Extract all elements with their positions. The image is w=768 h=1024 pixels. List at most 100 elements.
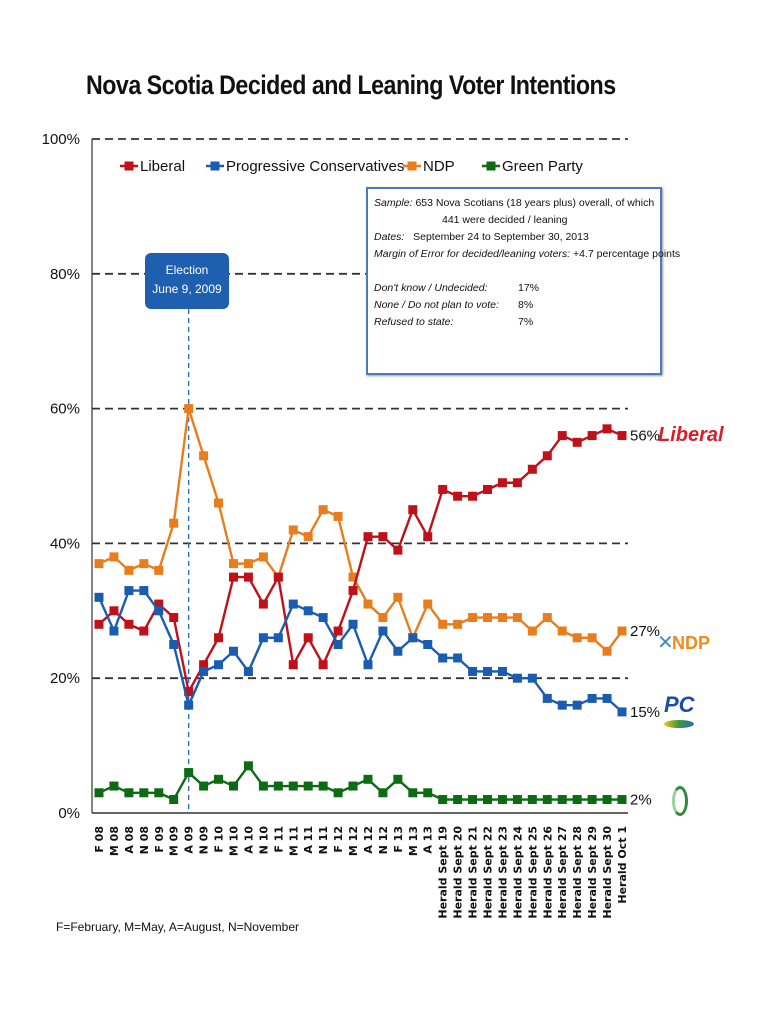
pc-logo: PC <box>664 692 695 717</box>
x-tick-label: N 11 <box>317 826 330 854</box>
data-point <box>169 518 179 528</box>
end-labels: 56% 15% 27% 2% <box>630 428 660 809</box>
y-tick-labels: 0% 20% 40% 60% 80% 100% <box>42 131 80 822</box>
data-point <box>438 795 448 805</box>
series-group <box>94 404 627 805</box>
stat-value: 8% <box>518 299 534 311</box>
end-value-label: 27% <box>630 623 660 640</box>
legend-item-green-party: Green Party <box>482 158 583 175</box>
data-point <box>587 633 597 643</box>
data-point <box>557 795 567 805</box>
data-point <box>497 795 507 805</box>
dates-row: Dates: September 24 to September 30, 201… <box>374 229 654 246</box>
x-tick-label: F 13 <box>392 826 405 853</box>
x-tick-label: Herald Sept 23 <box>496 826 509 919</box>
data-point <box>333 788 343 798</box>
data-point <box>348 586 358 596</box>
data-point <box>258 552 268 562</box>
data-point <box>109 781 119 791</box>
data-point <box>333 626 343 636</box>
legend-label: Liberal <box>140 158 185 175</box>
x-tick-label: Herald Sept 21 <box>467 826 480 919</box>
data-point <box>468 795 478 805</box>
data-point <box>512 795 522 805</box>
data-point <box>139 788 149 798</box>
data-point <box>303 633 313 643</box>
data-point <box>124 586 134 596</box>
data-point <box>214 498 224 508</box>
data-point <box>483 795 493 805</box>
series-line <box>98 763 622 802</box>
chart-title: Nova Scotia Decided and Leaning Voter In… <box>86 70 616 100</box>
x-tick-label: Herald Sept 27 <box>556 826 569 919</box>
data-point <box>228 572 238 582</box>
data-point <box>228 559 238 569</box>
data-point <box>184 687 194 697</box>
data-point <box>572 437 582 447</box>
legend-label: Green Party <box>502 158 583 175</box>
legend-label: Progressive Conservatives <box>226 158 404 175</box>
data-point <box>109 552 119 562</box>
ndp-flag-icon: ✕ <box>657 632 674 654</box>
data-point <box>378 626 388 636</box>
data-point <box>258 599 268 609</box>
x-tick-label: M 11 <box>287 826 300 856</box>
x-tick-label: Herald Sept 22 <box>482 826 495 919</box>
end-value-label: 56% <box>630 428 660 445</box>
data-point <box>318 505 328 515</box>
data-point <box>288 599 298 609</box>
data-point <box>199 781 209 791</box>
footnote: F=February, M=May, A=August, N=November <box>56 920 299 934</box>
legend: Liberal Progressive Conservatives NDP Green… <box>120 158 583 175</box>
data-point <box>497 666 507 676</box>
x-tick-label: Herald Sept 20 <box>452 826 465 919</box>
data-point <box>527 626 537 636</box>
data-point <box>124 788 134 798</box>
x-tick-label: M 12 <box>347 826 360 856</box>
data-point <box>303 532 313 542</box>
data-point <box>378 788 388 798</box>
data-point <box>333 640 343 649</box>
moe-text: +4.7 percentage points <box>573 248 681 260</box>
data-point <box>453 795 463 805</box>
data-point <box>169 613 179 623</box>
data-point <box>587 693 597 703</box>
data-point <box>378 532 388 542</box>
data-point <box>318 613 328 623</box>
data-point <box>363 774 373 784</box>
legend-marker-icon <box>407 161 417 171</box>
data-point <box>453 653 463 663</box>
data-point <box>542 451 552 461</box>
data-point <box>393 646 403 656</box>
data-point <box>602 424 612 434</box>
stat-label: Don't know / Undecided: <box>374 282 488 294</box>
data-point <box>303 781 313 791</box>
sample-row: Sample: 653 Nova Scotians (18 years plus… <box>374 195 654 212</box>
data-point <box>184 768 194 778</box>
data-point <box>243 761 253 771</box>
x-tick-label: M 08 <box>108 826 121 856</box>
legend-marker-icon <box>124 161 134 171</box>
series-line <box>97 589 623 713</box>
data-point <box>393 545 403 555</box>
data-point <box>497 478 507 488</box>
data-point <box>602 693 612 703</box>
data-point <box>199 666 209 676</box>
sample-label: Sample: <box>374 197 413 209</box>
data-point <box>617 707 627 717</box>
data-point <box>453 619 463 629</box>
x-tick-label: N 12 <box>377 826 390 854</box>
data-point <box>109 606 119 616</box>
data-point <box>363 532 373 542</box>
data-point <box>542 613 552 623</box>
x-tick-label: Herald Sept 29 <box>586 826 599 919</box>
x-tick-label: Herald Sept 26 <box>541 826 554 919</box>
data-point <box>527 673 537 683</box>
data-point <box>378 613 388 623</box>
series-liberal <box>94 424 627 697</box>
data-point <box>184 404 194 414</box>
x-tick-label: Herald Sept 28 <box>571 826 584 919</box>
data-point <box>303 606 313 616</box>
data-point <box>468 613 478 623</box>
data-point <box>438 484 448 494</box>
